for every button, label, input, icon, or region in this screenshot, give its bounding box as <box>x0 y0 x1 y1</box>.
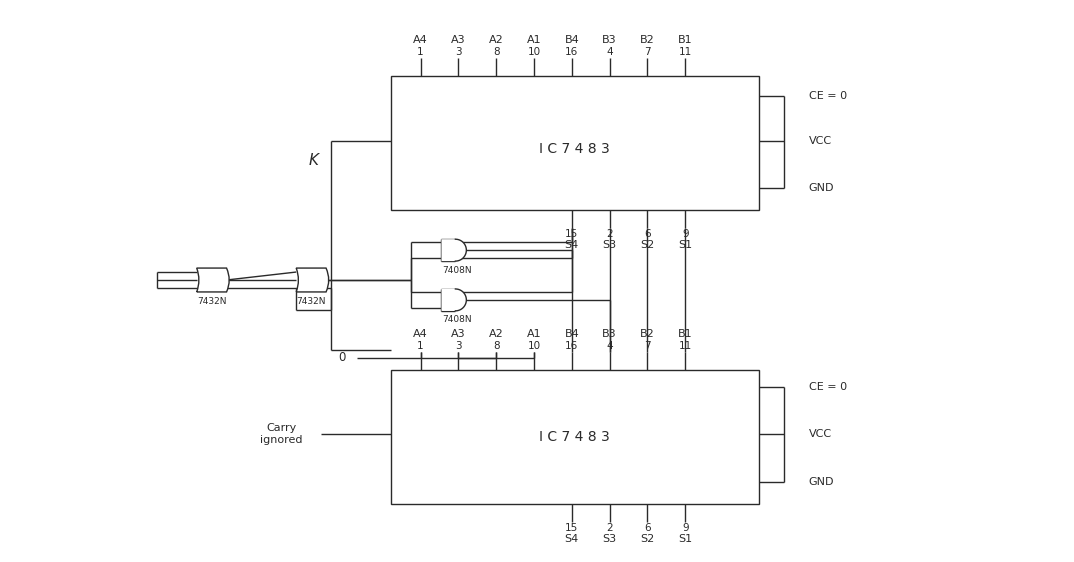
Bar <box>391 370 759 504</box>
Text: 3: 3 <box>455 341 462 351</box>
Polygon shape <box>441 239 466 261</box>
Text: 9: 9 <box>682 523 688 533</box>
Text: 0: 0 <box>338 351 346 364</box>
Text: S3: S3 <box>603 240 616 250</box>
Text: S2: S2 <box>640 534 654 543</box>
Text: 16: 16 <box>565 47 579 57</box>
Text: 15: 15 <box>565 229 579 239</box>
Text: A4: A4 <box>413 329 427 339</box>
Text: 10: 10 <box>527 341 540 351</box>
Text: B4: B4 <box>565 329 579 339</box>
Text: CE = 0: CE = 0 <box>809 91 846 101</box>
Text: GND: GND <box>809 183 834 193</box>
Text: 4: 4 <box>607 47 613 57</box>
Text: Carry
ignored: Carry ignored <box>260 423 303 445</box>
Text: A2: A2 <box>489 329 504 339</box>
Text: 2: 2 <box>607 523 613 533</box>
Text: 9: 9 <box>682 229 688 239</box>
Text: B1: B1 <box>678 35 693 45</box>
Text: 7408N: 7408N <box>442 266 473 275</box>
Text: 7: 7 <box>644 47 651 57</box>
Text: 7432N: 7432N <box>197 297 227 306</box>
Text: A4: A4 <box>413 35 427 45</box>
Text: 2: 2 <box>607 229 613 239</box>
Text: 7: 7 <box>644 341 651 351</box>
Text: B1: B1 <box>678 329 693 339</box>
Text: B2: B2 <box>640 35 655 45</box>
Text: S1: S1 <box>678 240 693 250</box>
Text: VCC: VCC <box>809 135 831 146</box>
PathPatch shape <box>197 268 229 292</box>
Text: I C 7 4 8 3: I C 7 4 8 3 <box>539 142 610 156</box>
Text: 8: 8 <box>493 341 499 351</box>
Text: 6: 6 <box>644 229 651 239</box>
Text: S3: S3 <box>603 534 616 543</box>
Text: 15: 15 <box>565 523 579 533</box>
Text: S4: S4 <box>565 240 579 250</box>
Text: B2: B2 <box>640 329 655 339</box>
Text: 7408N: 7408N <box>442 315 473 324</box>
Polygon shape <box>441 289 466 311</box>
Text: 4: 4 <box>607 341 613 351</box>
Text: S1: S1 <box>678 534 693 543</box>
Text: B4: B4 <box>565 35 579 45</box>
Text: B3: B3 <box>603 35 616 45</box>
Text: 8: 8 <box>493 47 499 57</box>
Text: A3: A3 <box>451 35 466 45</box>
Text: K: K <box>308 153 318 168</box>
Text: 6: 6 <box>644 523 651 533</box>
Text: CE = 0: CE = 0 <box>809 383 846 392</box>
Text: 1: 1 <box>418 47 424 57</box>
Text: 11: 11 <box>679 341 692 351</box>
Text: 7432N: 7432N <box>296 297 325 306</box>
Text: 3: 3 <box>455 47 462 57</box>
Text: 11: 11 <box>679 47 692 57</box>
Text: I C 7 4 8 3: I C 7 4 8 3 <box>539 430 610 444</box>
Text: GND: GND <box>809 477 834 487</box>
Text: A1: A1 <box>526 329 541 339</box>
Text: A3: A3 <box>451 329 466 339</box>
Text: VCC: VCC <box>809 429 831 439</box>
Text: 16: 16 <box>565 341 579 351</box>
Text: S4: S4 <box>565 534 579 543</box>
PathPatch shape <box>296 268 329 292</box>
Text: A1: A1 <box>526 35 541 45</box>
Text: 1: 1 <box>418 341 424 351</box>
Text: 10: 10 <box>527 47 540 57</box>
Text: S2: S2 <box>640 240 654 250</box>
Text: B3: B3 <box>603 329 616 339</box>
Bar <box>391 76 759 210</box>
Text: A2: A2 <box>489 35 504 45</box>
